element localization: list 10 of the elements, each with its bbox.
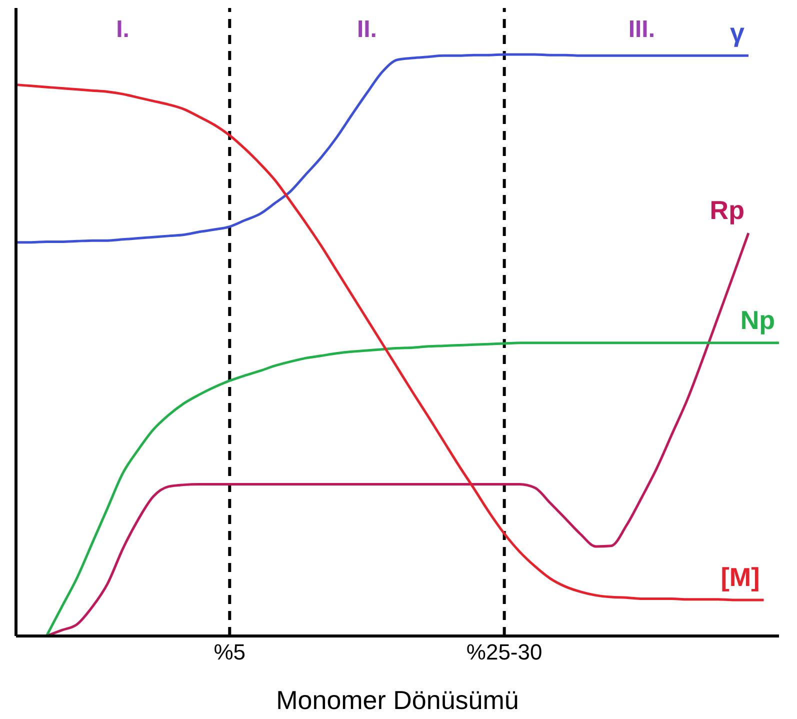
text: III. (627, 16, 656, 44)
series-label: Np (740, 304, 775, 335)
x-axis-title: Monomer Dönüsümü (276, 685, 519, 715)
series-label: Rp (710, 195, 744, 226)
x-tick-label: %5 (214, 640, 246, 665)
text: II. (356, 16, 378, 44)
series-label: [M] (720, 562, 760, 592)
x-tick-label: %25-30 (466, 640, 542, 665)
text: I. (115, 16, 130, 44)
series-label: γ (730, 18, 746, 48)
